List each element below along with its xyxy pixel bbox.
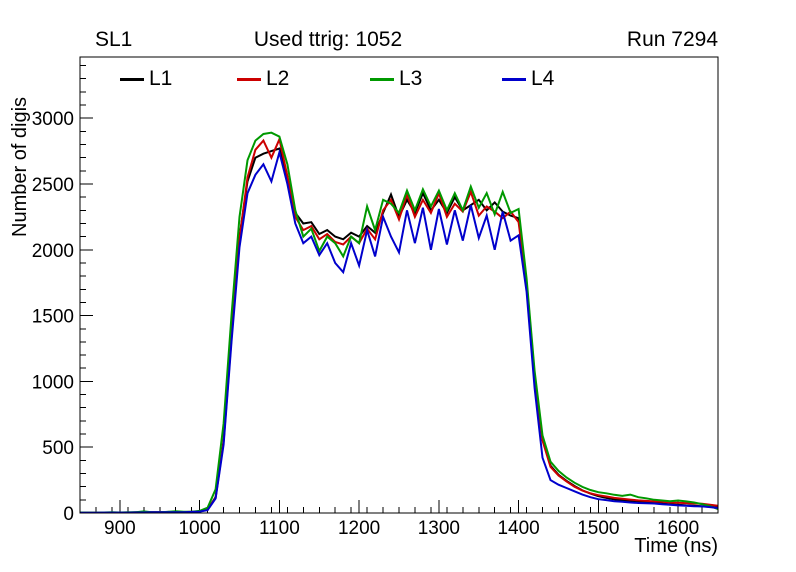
- legend-label-l1: L1: [149, 67, 173, 90]
- x-tick-label: 900: [104, 518, 136, 539]
- y-tick-label: 2000: [32, 241, 74, 262]
- plot-title: Used ttrig: 1052: [253, 28, 403, 51]
- legend-entry-l4: L4: [502, 68, 554, 90]
- legend-label-l4: L4: [531, 67, 555, 90]
- legend-label-l2: L2: [266, 67, 290, 90]
- x-tick-labels: 900 1000 1100 1200 1300 1400 1500 1600: [104, 518, 699, 539]
- y-tick-label: 0: [63, 504, 74, 525]
- x-tick-label: 1600: [657, 518, 699, 539]
- plot-frame: [79, 56, 719, 514]
- legend-entry-l3: L3: [370, 68, 422, 90]
- y-tick-label: 1500: [32, 307, 74, 328]
- y-tick-labels: 0 500 1000 1500 2000 2500 3000: [32, 109, 74, 525]
- legend-label-l3: L3: [399, 67, 423, 90]
- y-tick-label: 2500: [32, 175, 74, 196]
- y-tick-label: 500: [42, 438, 74, 459]
- legend-line-l4-icon: [502, 77, 526, 81]
- x-tick-label: 1400: [497, 518, 539, 539]
- y-tick-label: 1000: [32, 372, 74, 393]
- series-line-l4: [80, 148, 718, 513]
- legend-line-l1-icon: [120, 77, 144, 81]
- series-group: [80, 131, 718, 513]
- y-tick-label: 3000: [32, 109, 74, 130]
- legend-line-l3-icon: [370, 77, 394, 81]
- x-tick-label: 1100: [259, 518, 300, 539]
- legend-line-l2-icon: [237, 77, 261, 81]
- x-axis-title: Time (ns): [634, 535, 718, 557]
- series-line-l1: [80, 147, 718, 513]
- series-line-l3: [80, 131, 718, 513]
- series-line-l2: [80, 136, 718, 513]
- legend-entry-l1: L1: [120, 68, 172, 90]
- x-tick-label: 1000: [178, 518, 220, 539]
- legend-entry-l2: L2: [237, 68, 289, 90]
- run-number-label: Run 7294: [626, 28, 718, 51]
- x-tick-label: 1300: [418, 518, 460, 539]
- axis-ticks: [80, 65, 703, 514]
- x-tick-label: 1500: [577, 518, 619, 539]
- superlayer-label: SL1: [95, 28, 133, 51]
- x-tick-label: 1200: [338, 518, 380, 539]
